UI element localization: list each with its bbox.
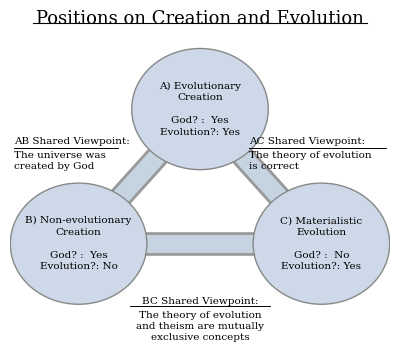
- Text: AC Shared Viewpoint:: AC Shared Viewpoint:: [249, 137, 366, 146]
- Text: A) Evolutionary
Creation

God? :  Yes
Evolution?: Yes: A) Evolutionary Creation God? : Yes Evol…: [159, 82, 241, 136]
- Circle shape: [132, 49, 268, 170]
- Text: C) Materialistic
Evolution

God? :  No
Evolution?: Yes: C) Materialistic Evolution God? : No Evo…: [280, 216, 362, 271]
- Circle shape: [253, 183, 390, 304]
- Text: B) Non-evolutionary
Creation

God? :  Yes
Evolution?: No: B) Non-evolutionary Creation God? : Yes …: [26, 216, 132, 271]
- Circle shape: [10, 183, 147, 304]
- Text: AB Shared Viewpoint:: AB Shared Viewpoint:: [14, 137, 130, 146]
- Text: Positions on Creation and Evolution: Positions on Creation and Evolution: [36, 10, 364, 28]
- Text: The theory of evolution
is correct: The theory of evolution is correct: [249, 151, 372, 171]
- Text: The theory of evolution
and theism are mutually
exclusive concepts: The theory of evolution and theism are m…: [136, 311, 264, 342]
- Text: The universe was
created by God: The universe was created by God: [14, 151, 106, 171]
- Text: BC Shared Viewpoint:: BC Shared Viewpoint:: [142, 297, 258, 306]
